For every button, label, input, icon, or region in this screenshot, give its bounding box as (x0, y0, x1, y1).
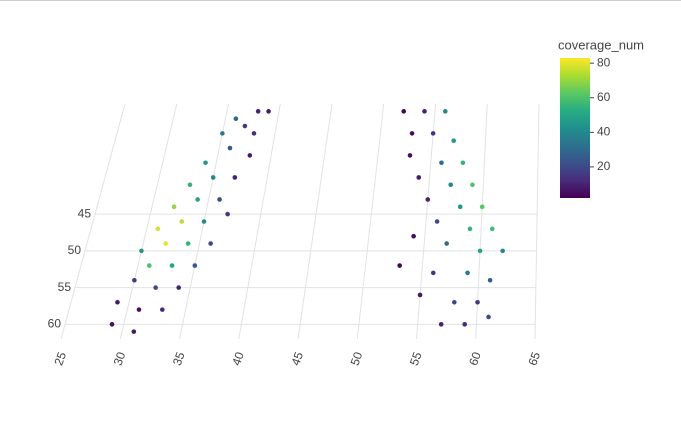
data-point (479, 204, 485, 210)
data-point (438, 322, 444, 327)
data-point (451, 138, 457, 144)
data-point (176, 285, 181, 290)
data-point (422, 109, 427, 114)
data-point (208, 241, 213, 246)
data-point (465, 270, 470, 276)
x-tick-label: 65 (525, 350, 543, 368)
data-point (233, 116, 239, 121)
data-point (448, 182, 454, 188)
data-point (217, 197, 222, 202)
data-point (266, 109, 271, 114)
data-point (434, 219, 440, 224)
data-point (109, 322, 115, 327)
y-tick-label: 55 (58, 280, 72, 294)
data-point (153, 285, 158, 290)
data-point (477, 248, 483, 254)
colorbar-tick-label: 40 (597, 124, 611, 138)
data-point (425, 197, 431, 202)
data-point (195, 197, 200, 202)
y-tick-label: 45 (78, 206, 92, 220)
data-point (169, 263, 175, 268)
data-point (487, 277, 493, 283)
data-point (185, 241, 191, 246)
colorbar-tick-label: 80 (597, 55, 611, 69)
x-tick-label: 55 (407, 350, 425, 368)
data-point (401, 109, 407, 114)
y-tick-label: 50 (68, 243, 82, 257)
data-point (220, 131, 225, 136)
data-point (225, 211, 230, 217)
data-point (160, 307, 165, 312)
data-point (443, 109, 448, 114)
grid-line (60, 103, 126, 340)
grid-line (119, 103, 178, 340)
data-point (500, 248, 505, 254)
data-point (467, 226, 473, 232)
data-point (407, 153, 413, 158)
data-point (417, 292, 423, 298)
data-point (457, 204, 463, 210)
data-point (475, 299, 480, 305)
data-point (409, 131, 415, 136)
data-point (132, 277, 137, 283)
data-point (460, 160, 466, 166)
data-point (192, 263, 198, 268)
data-point (439, 160, 444, 166)
data-point (247, 153, 253, 158)
data-point (227, 145, 233, 151)
grid-line (356, 103, 385, 340)
data-point (187, 182, 193, 188)
data-point (115, 299, 120, 305)
data-point (171, 204, 177, 210)
data-point (201, 219, 207, 224)
grid-line (534, 103, 540, 340)
data-point (397, 263, 402, 268)
data-point (203, 160, 208, 166)
data-point (131, 329, 137, 334)
data-point (416, 175, 422, 180)
data-point (489, 226, 495, 232)
grid-line (238, 103, 281, 340)
data-point (146, 263, 152, 268)
y-tick-label: 60 (48, 316, 62, 330)
x-tick-label: 35 (170, 350, 188, 368)
x-tick-label: 50 (348, 350, 366, 368)
x-tick-label: 30 (111, 350, 129, 368)
x-tick-label: 40 (229, 350, 247, 368)
data-point (163, 241, 168, 246)
grid-line (416, 103, 436, 340)
colorbar-title: coverage_num (558, 37, 644, 52)
data-point (444, 241, 450, 246)
data-point (251, 131, 257, 136)
data-point (255, 109, 261, 114)
data-point (139, 248, 144, 254)
data-point (210, 175, 216, 180)
data-point (452, 299, 457, 305)
data-point (462, 322, 468, 327)
x-tick-label: 45 (288, 350, 306, 368)
data-point (470, 182, 475, 188)
data-point (430, 270, 436, 276)
data-point (430, 131, 436, 136)
colorbar-tick-label: 20 (597, 159, 611, 173)
data-point (232, 175, 238, 180)
data-point (486, 314, 491, 320)
data-point (155, 226, 161, 232)
grid-line (475, 103, 488, 340)
data-point (179, 219, 185, 224)
colorbar-tick-label: 60 (597, 90, 611, 104)
data-point (136, 307, 142, 312)
grid-line (297, 103, 333, 340)
data-point (242, 123, 248, 129)
colorbar (560, 58, 590, 198)
data-point (411, 233, 416, 239)
x-tick-label: 60 (466, 350, 484, 368)
x-tick-label: 25 (51, 350, 69, 368)
